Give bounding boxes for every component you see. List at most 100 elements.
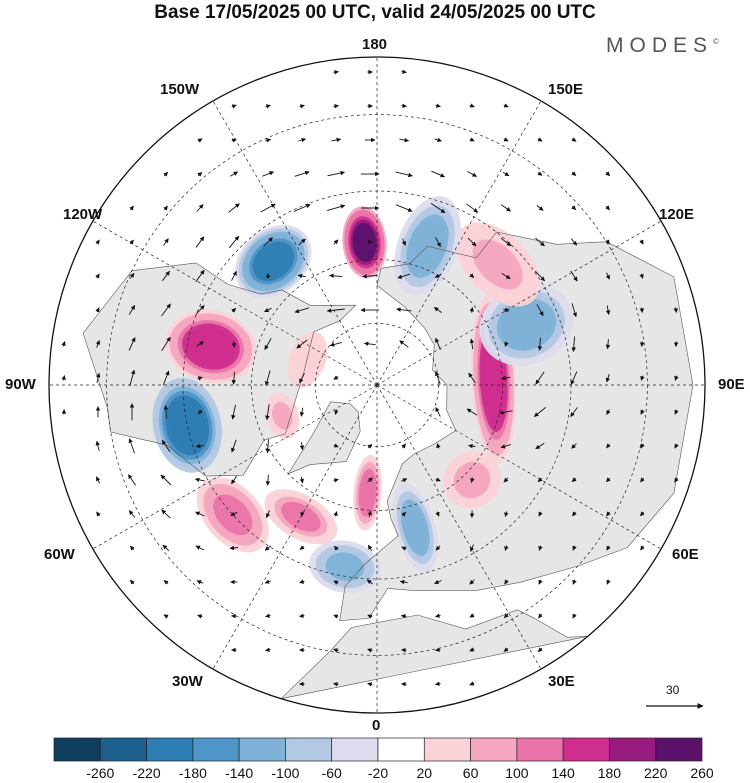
wind-vector bbox=[195, 511, 205, 517]
wind-vector bbox=[469, 137, 475, 142]
wind-vector bbox=[163, 205, 168, 211]
wind-vector bbox=[501, 272, 511, 280]
wind-vector bbox=[534, 270, 546, 282]
wind-vector bbox=[538, 545, 543, 551]
wind-vector bbox=[605, 305, 611, 315]
wind-vector bbox=[367, 544, 373, 552]
wind-vector bbox=[435, 647, 441, 652]
brand-text: MODES bbox=[606, 34, 714, 57]
wind-vector bbox=[231, 340, 237, 348]
meridian bbox=[376, 100, 542, 386]
wind-vector bbox=[606, 409, 611, 415]
latitude-circle bbox=[251, 259, 503, 511]
wind-vector bbox=[333, 614, 339, 619]
wind-vector bbox=[329, 273, 343, 279]
wind-vector bbox=[503, 477, 509, 483]
anomaly-contour bbox=[325, 552, 365, 581]
wind-vector bbox=[501, 204, 511, 212]
wind-vector bbox=[263, 237, 273, 247]
wind-vector bbox=[231, 404, 236, 420]
wind-vector bbox=[161, 439, 171, 452]
wind-vector bbox=[231, 270, 237, 281]
wind-vector bbox=[499, 410, 513, 415]
wind-vector bbox=[326, 308, 345, 313]
wind-vector bbox=[435, 511, 440, 517]
wind-vector bbox=[605, 272, 610, 280]
wind-vector bbox=[396, 307, 412, 312]
wind-vector bbox=[195, 305, 205, 315]
wind-vector bbox=[367, 477, 373, 483]
colorbar-tick-label: -100 bbox=[271, 765, 300, 781]
meridian bbox=[376, 384, 662, 550]
wind-vector bbox=[605, 339, 611, 350]
map-border bbox=[48, 56, 706, 714]
wind-vector bbox=[639, 273, 644, 279]
wind-vector bbox=[333, 239, 339, 245]
wind-vector bbox=[572, 579, 577, 585]
colorbar-tick-label: 100 bbox=[505, 765, 529, 781]
wind-vector bbox=[197, 376, 203, 381]
wind-vector bbox=[469, 681, 475, 686]
wind-vector bbox=[197, 614, 203, 619]
wind-vector bbox=[95, 476, 101, 484]
wind-vector bbox=[435, 103, 441, 108]
colorbar-swatch bbox=[285, 737, 333, 762]
meridian bbox=[212, 384, 378, 670]
wind-vector bbox=[466, 408, 478, 416]
wind-vector bbox=[538, 579, 543, 585]
wind-vector bbox=[231, 138, 237, 143]
wind-vector bbox=[299, 579, 305, 584]
wind-vector bbox=[533, 407, 546, 417]
wind-vector bbox=[504, 511, 509, 518]
wind-vector bbox=[570, 371, 578, 386]
wind-vector bbox=[537, 171, 543, 176]
wind-vector bbox=[535, 237, 545, 247]
wind-vector bbox=[129, 205, 134, 211]
wind-vector bbox=[401, 238, 406, 246]
wind-vector bbox=[197, 409, 203, 414]
wind-vector bbox=[264, 579, 271, 584]
wind-vector bbox=[572, 613, 577, 619]
negative-anomaly bbox=[235, 224, 312, 298]
wind-vector bbox=[397, 273, 411, 279]
wind-vector bbox=[469, 647, 475, 652]
wind-vector bbox=[333, 375, 339, 380]
wind-vector bbox=[299, 545, 305, 550]
wind-vector bbox=[673, 307, 679, 313]
wind-vector bbox=[366, 579, 374, 585]
wind-vector bbox=[640, 375, 645, 381]
wind-vector bbox=[334, 545, 339, 551]
wind-vector bbox=[129, 369, 136, 387]
wind-vector bbox=[300, 511, 305, 517]
wind-vector bbox=[504, 341, 509, 347]
wind-vector bbox=[606, 545, 611, 551]
wind-vector bbox=[363, 341, 376, 347]
graticule bbox=[49, 57, 705, 713]
anomaly-contour bbox=[295, 342, 320, 377]
wind-vector bbox=[196, 580, 204, 585]
wind-vector bbox=[536, 205, 544, 211]
wind-vector bbox=[468, 443, 476, 449]
colorbar-tick-label: 20 bbox=[416, 765, 433, 781]
wind-vector bbox=[195, 236, 205, 248]
wind-vector bbox=[333, 104, 339, 109]
wind-vector bbox=[129, 272, 135, 280]
wind-vector bbox=[296, 339, 308, 349]
wind-vector bbox=[469, 579, 475, 585]
wind-vector bbox=[367, 239, 373, 244]
wind-vector bbox=[333, 478, 339, 483]
wind-vector bbox=[231, 475, 237, 485]
wind-vector bbox=[571, 171, 577, 176]
wind-vector bbox=[367, 648, 373, 653]
lon-label-150e: 150E bbox=[548, 81, 584, 98]
wind-vector bbox=[367, 614, 373, 619]
wind-vector bbox=[571, 303, 578, 318]
wind-vector bbox=[333, 648, 339, 653]
wind-vector bbox=[433, 307, 442, 313]
wind-vector bbox=[570, 407, 578, 417]
wind-vector bbox=[327, 170, 345, 177]
wind-vector bbox=[96, 511, 101, 517]
wind-vector bbox=[537, 337, 543, 351]
wind-vector bbox=[605, 477, 611, 483]
wind-vector bbox=[128, 474, 136, 486]
